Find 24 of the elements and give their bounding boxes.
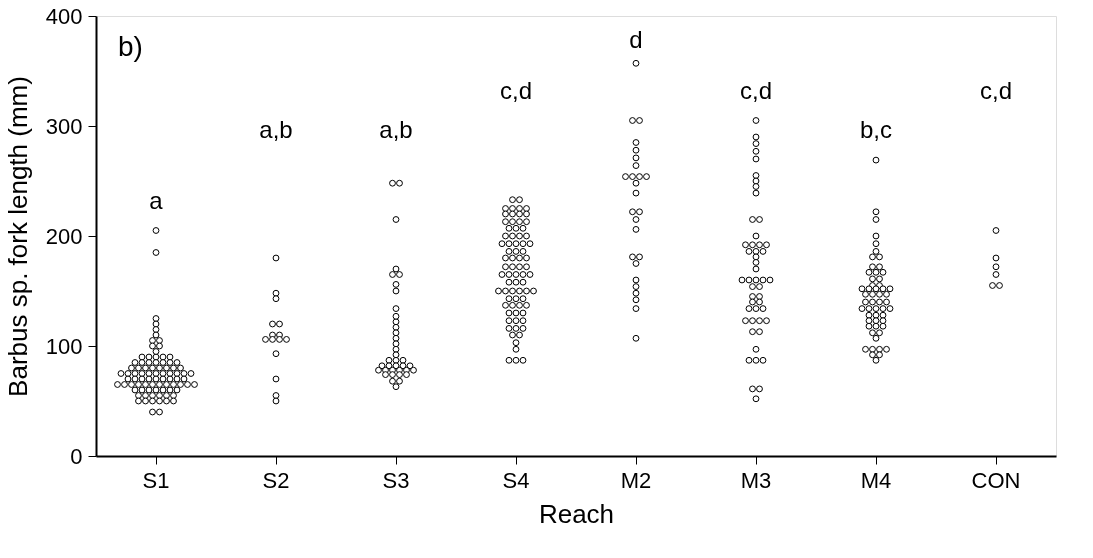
- y-axis-title: Barbus sp. fork length (mm): [2, 76, 33, 397]
- x-tick-label: CON: [971, 467, 1021, 493]
- x-tick-label: M3: [740, 467, 772, 493]
- annotation: c,d: [979, 77, 1013, 104]
- annotation: b): [118, 31, 143, 62]
- annotation: c,d: [739, 77, 773, 104]
- y-tick-label: 100: [45, 333, 83, 359]
- x-tick-label: S3: [382, 467, 410, 493]
- x-axis-title: Reach: [538, 498, 615, 529]
- y-tick-label: 300: [45, 113, 83, 139]
- y-tick-label: 0: [70, 443, 83, 469]
- annotation: a,b: [379, 116, 413, 143]
- annotation: c,d: [499, 77, 533, 104]
- annotation: d: [629, 26, 643, 53]
- y-tick-label: 400: [45, 3, 83, 29]
- y-tick-label: 200: [45, 223, 83, 249]
- x-tick-label: M4: [860, 467, 892, 493]
- x-tick-label: S4: [502, 467, 530, 493]
- x-tick-label: M2: [620, 467, 652, 493]
- x-tick-label: S1: [142, 467, 170, 493]
- annotation: b,c: [859, 116, 893, 143]
- annotation: a: [149, 187, 164, 214]
- annotation: a,b: [259, 116, 293, 143]
- x-tick-label: S2: [262, 467, 290, 493]
